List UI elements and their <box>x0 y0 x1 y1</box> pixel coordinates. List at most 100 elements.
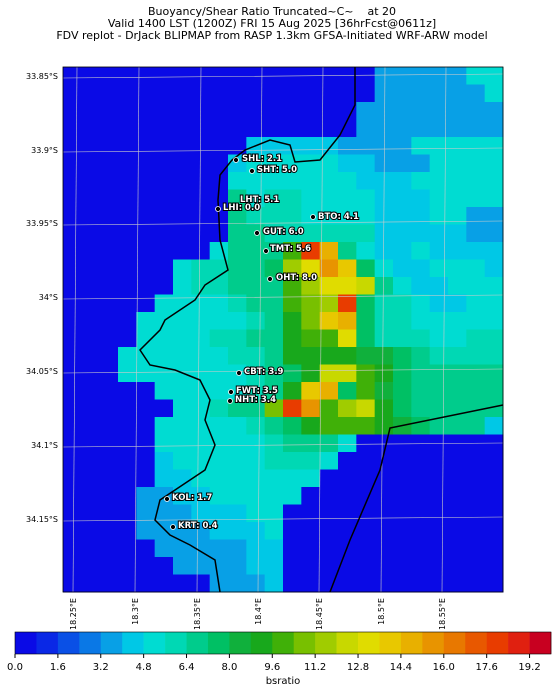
field-cell <box>429 347 449 365</box>
field-cell <box>99 522 119 540</box>
field-cell <box>301 417 321 435</box>
field-cell <box>264 469 284 488</box>
colorbar-segment <box>486 632 509 654</box>
colorbar-segment <box>207 632 230 654</box>
field-cell <box>393 294 412 313</box>
field-cell <box>429 154 449 173</box>
field-cell <box>264 242 284 260</box>
field-cell <box>81 522 101 540</box>
field-cell <box>173 224 192 243</box>
field-cell <box>118 539 137 558</box>
field-cell <box>228 189 247 208</box>
colorbar-tick-label: 19.2 <box>518 662 540 673</box>
field-cell <box>374 487 394 505</box>
field-cell <box>63 329 82 348</box>
field-cell <box>191 487 211 505</box>
field-cell <box>429 119 449 138</box>
field-cell <box>374 364 394 383</box>
field-cell <box>356 84 376 103</box>
field-cell <box>191 154 211 173</box>
grid-line <box>72 66 78 593</box>
field-cell <box>338 469 357 488</box>
field-cell <box>484 329 504 348</box>
field-cell <box>448 469 467 488</box>
field-cell <box>393 539 412 558</box>
field-cell <box>301 539 321 558</box>
field-cell <box>63 154 82 173</box>
field-cell <box>319 67 339 85</box>
field-cell <box>484 539 504 558</box>
field-cell <box>246 242 266 260</box>
field-cell <box>429 452 449 470</box>
field-cell <box>338 417 357 435</box>
field-cell <box>63 259 82 278</box>
station-label: KRT: 0.4 <box>178 521 218 531</box>
field-cell <box>228 329 247 348</box>
lat-label: 34°S <box>39 293 58 302</box>
field-cell <box>63 539 82 558</box>
colorbar-segment <box>186 632 209 654</box>
field-cell <box>283 452 302 470</box>
field-cell <box>429 137 449 155</box>
field-cell <box>99 487 119 505</box>
field-cell <box>264 539 284 558</box>
field-cell <box>393 84 412 103</box>
field-cell <box>319 154 339 173</box>
field-cell <box>429 224 449 243</box>
field-cell <box>301 382 321 400</box>
station-label: KOL: 1.7 <box>172 493 212 503</box>
field-cell <box>338 119 357 138</box>
field-cell <box>63 434 82 453</box>
station-dot <box>164 496 170 502</box>
field-cell <box>136 277 156 295</box>
field-cell <box>283 312 302 330</box>
field-cell <box>118 487 137 505</box>
field-cell <box>63 487 82 505</box>
field-cell <box>209 504 229 523</box>
coastline <box>329 404 504 593</box>
field-cell <box>173 242 192 260</box>
field-cell <box>63 382 82 400</box>
field-cell <box>264 84 284 103</box>
colorbar-segment <box>400 632 423 654</box>
field-cell <box>283 242 302 260</box>
colorbar-tick-label: 3.2 <box>93 662 109 673</box>
field-cell <box>283 102 302 120</box>
field-cell <box>191 504 211 523</box>
station-label: NHT: 3.4 <box>235 395 276 405</box>
field-cell <box>246 102 266 120</box>
field-cell <box>228 539 247 558</box>
field-cell <box>209 382 229 400</box>
field-cell <box>173 539 192 558</box>
field-cell <box>264 452 284 470</box>
field-cell <box>393 242 412 260</box>
field-cell <box>136 119 156 138</box>
station-dot <box>170 524 176 530</box>
field-cell <box>319 294 339 313</box>
field-cell <box>246 574 266 593</box>
field-cell <box>411 84 431 103</box>
field-cell <box>63 207 82 225</box>
field-cell <box>154 294 174 313</box>
field-cell <box>136 557 156 575</box>
field-cell <box>301 137 321 155</box>
field-cell <box>283 119 302 138</box>
field-cell <box>228 434 247 453</box>
field-cell <box>374 504 394 523</box>
title: Buoyancy/Shear Ratio Truncated~C~ at 20 <box>148 5 396 18</box>
field-cell <box>118 137 137 155</box>
field-cell <box>338 259 357 278</box>
field-cell <box>99 154 119 173</box>
colorbar-segment <box>529 632 552 654</box>
grid-line <box>62 220 504 226</box>
field-cell <box>99 84 119 103</box>
field-cell <box>411 522 431 540</box>
field-cell <box>319 504 339 523</box>
field-cell <box>411 277 431 295</box>
field-cell <box>374 557 394 575</box>
field-cell <box>393 154 412 173</box>
field-cell <box>319 242 339 260</box>
field-cell <box>466 224 486 243</box>
field-cell <box>356 224 376 243</box>
field-cell <box>466 382 486 400</box>
